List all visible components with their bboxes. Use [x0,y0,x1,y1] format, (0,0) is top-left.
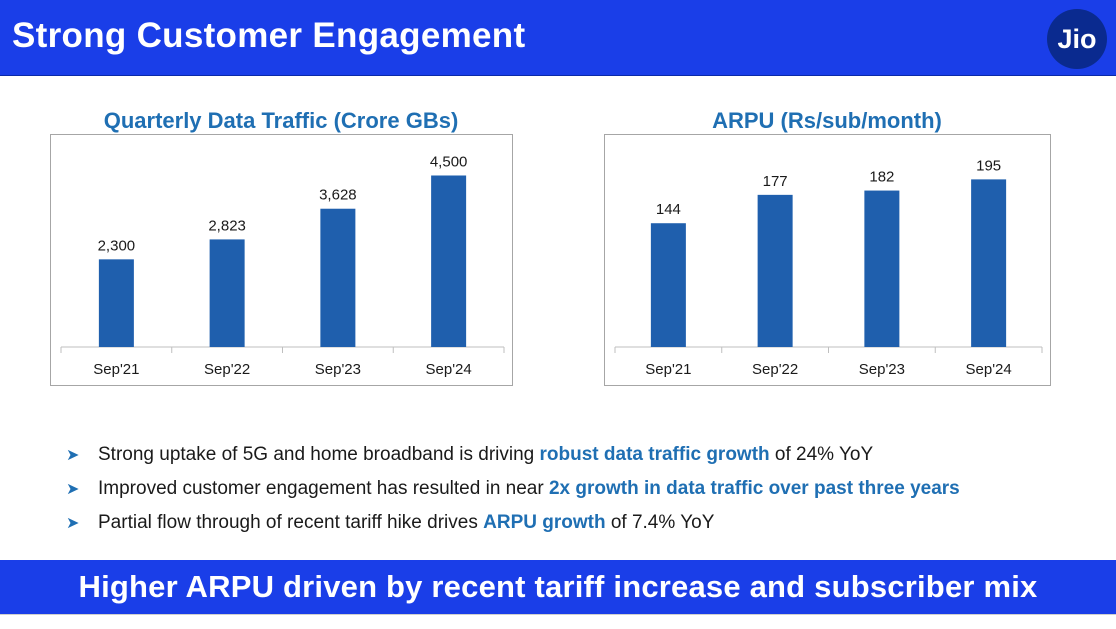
bar [650,223,686,347]
bullet-item: ➤ Strong uptake of 5G and home broadband… [66,438,1066,472]
bar [98,259,134,347]
jio-logo: Jio [1047,9,1107,69]
bottom-strip [0,614,1116,629]
x-tick-label: Sep'22 [752,361,798,378]
bullet-text: Partial flow through of recent tariff hi… [98,512,715,533]
bullet-text: Strong uptake of 5G and home broadband i… [98,444,874,465]
bullet-text: Improved customer engagement has resulte… [98,478,960,499]
footer-text: Higher ARPU driven by recent tariff incr… [78,569,1038,604]
arrow-bullet-icon: ➤ [66,515,80,532]
data-label: 2,300 [98,237,136,254]
chart-data-traffic-plot: 2,300 Sep'21 2,823 Sep'22 3,628 Sep'23 4,500 Se… [60,153,505,378]
data-label: 182 [869,169,894,186]
data-label: 177 [763,173,788,190]
chart-arpu: 144 Sep'21 177 Sep'22 182 Sep'23 195 Sep'24 [604,134,1051,386]
arrow-bullet-icon: ➤ [66,447,80,464]
x-tick-label: Sep'21 [93,361,139,378]
chart-arpu-plot: 144 Sep'21 177 Sep'22 182 Sep'23 195 Sep'24 [614,157,1043,378]
data-label: 2,823 [208,217,246,234]
bar [864,190,900,347]
x-tick-label: Sep'22 [204,361,250,378]
chart-title-data-traffic: Quarterly Data Traffic (Crore GBs) [103,108,459,133]
footer-banner: Higher ARPU driven by recent tariff incr… [0,560,1116,614]
bullet-item: ➤ Improved customer engagement has resul… [66,472,1066,506]
bar [971,179,1007,347]
bar [757,194,793,347]
x-tick-label: Sep'24 [426,361,472,378]
bullet-item: ➤ Partial flow through of recent tariff … [66,506,1066,540]
bar [209,239,245,347]
x-tick-label: Sep'21 [645,361,691,378]
data-label: 3,628 [319,187,357,204]
chart-title-arpu: ARPU (Rs/sub/month) [712,108,942,133]
data-label: 144 [656,201,681,218]
arrow-bullet-icon: ➤ [66,481,80,498]
bullet-list: ➤ Strong uptake of 5G and home broadband… [66,438,1066,540]
page-title: Strong Customer Engagement [12,16,526,55]
chart-data-traffic: 2,300 Sep'21 2,823 Sep'22 3,628 Sep'23 4,500 Se… [50,134,513,386]
header-banner: Strong Customer Engagement Jio [0,0,1116,76]
bar [431,175,467,347]
x-tick-label: Sep'24 [966,361,1012,378]
x-tick-label: Sep'23 [315,361,361,378]
data-label: 4,500 [430,153,468,170]
x-tick-label: Sep'23 [859,361,905,378]
bar [320,208,356,347]
data-label: 195 [976,157,1001,174]
